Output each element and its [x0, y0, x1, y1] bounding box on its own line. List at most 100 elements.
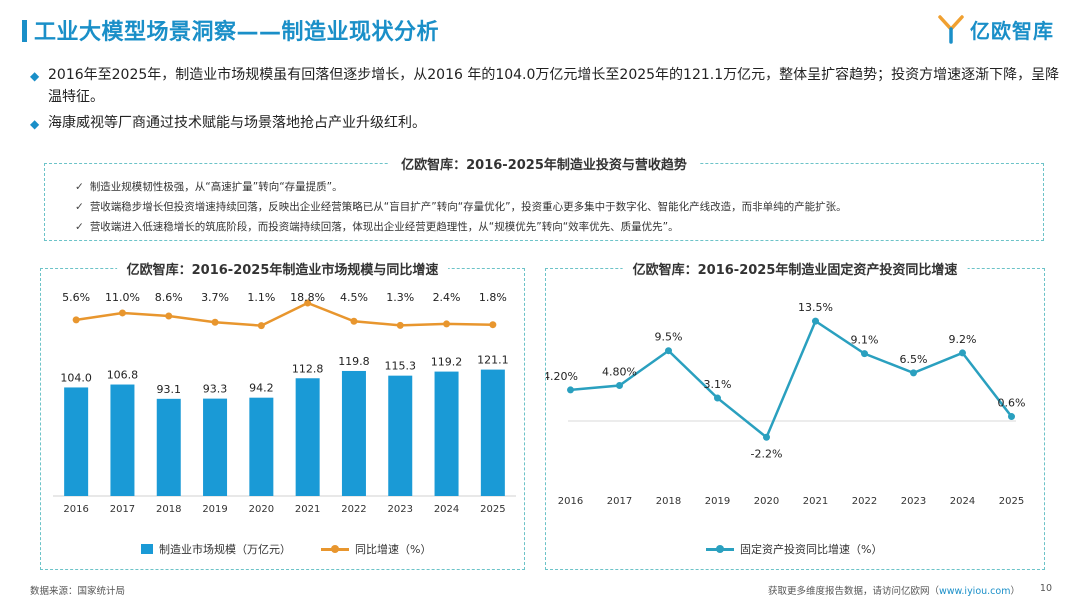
x-tick-label: 2021: [295, 504, 320, 515]
growth-rate-point: [396, 321, 404, 329]
insight-item-text: 制造业规模韧性极强，从“高速扩量”转向“存量提质”。: [89, 181, 343, 193]
growth-rate-point: [257, 322, 265, 330]
market-size-bar: [295, 378, 320, 496]
investment-growth-point: [1008, 413, 1015, 421]
check-icon: ✓: [75, 181, 84, 193]
insight-box: 亿欧智库：2016-2025年制造业投资与营收趋势 ✓ 制造业规模韧性极强，从“…: [44, 154, 1044, 241]
x-tick-label: 2024: [434, 504, 459, 515]
legend-line-label: 固定资产投资同比增速（%）: [740, 543, 883, 556]
market-size-bar-label: 104.0: [60, 371, 92, 384]
logo-icon: [938, 14, 964, 44]
market-size-chart: 104.0 2016 106.8 2017 93.1 2018 93.3 2019 94.2 20…: [53, 291, 516, 515]
x-tick-label: 2025: [999, 496, 1024, 507]
investment-growth-legend: 固定资产投资同比增速（%）: [706, 541, 882, 557]
investment-growth-chart-panel: 亿欧智库：2016-2025年制造业固定资产投资同比增速 4.20% 2016 4.…: [545, 259, 1045, 570]
investment-growth-point: [959, 349, 966, 357]
footer-note: 获取更多维度报告数据，请访问亿欧网（www.iyiou.com）: [768, 583, 1020, 597]
market-size-bar: [341, 370, 366, 496]
x-tick-label: 2019: [202, 504, 227, 515]
growth-rate-label: 4.5%: [340, 291, 368, 304]
x-tick-label: 2023: [388, 504, 413, 515]
investment-growth-label: 9.2%: [949, 333, 977, 346]
growth-rate-label: 11.0%: [105, 291, 140, 304]
investment-growth-chart: 4.20% 2016 4.80% 2017 9.5% 2018 3.1% 2019 -2.2% 2…: [546, 301, 1025, 507]
x-tick-label: 2017: [110, 504, 135, 515]
market-size-legend: 制造业市场规模（万亿元） 同比增速（%）: [141, 541, 431, 557]
growth-rate-point: [489, 321, 497, 329]
x-tick-label: 2017: [607, 496, 632, 507]
investment-growth-label: 9.5%: [655, 331, 683, 344]
market-size-bar-label: 119.8: [338, 355, 370, 368]
x-tick-label: 2018: [156, 504, 181, 515]
growth-rate-point: [165, 312, 173, 320]
growth-rate-label: 1.8%: [479, 291, 507, 304]
growth-rate-label: 5.6%: [62, 291, 90, 304]
legend-bar-swatch: [141, 544, 153, 554]
market-size-bar-label: 93.1: [157, 383, 182, 396]
x-tick-label: 2016: [63, 504, 88, 515]
growth-rate-point: [211, 318, 219, 326]
growth-rate-label: 2.4%: [433, 291, 461, 304]
investment-growth-label: 6.5%: [900, 353, 928, 366]
market-size-bar-label: 94.2: [249, 382, 274, 395]
x-tick-label: 2020: [249, 504, 274, 515]
investment-growth-label: -2.2%: [751, 447, 783, 460]
legend-line-label: 同比增速（%）: [355, 543, 432, 556]
market-size-bar-label: 121.1: [477, 354, 509, 367]
growth-rate-point: [443, 320, 451, 328]
market-size-bar: [64, 387, 89, 496]
investment-growth-label: 4.20%: [546, 370, 578, 383]
growth-rate-point: [350, 317, 358, 325]
market-size-bar: [480, 369, 505, 496]
x-tick-label: 2022: [341, 504, 366, 515]
market-size-bar: [249, 397, 274, 496]
summary-bullets: ◆ 2016年至2025年，制造业市场规模虽有回落但逐步增长，从2016 年的1…: [30, 64, 1060, 139]
page-number: 10: [1039, 583, 1052, 594]
investment-growth-point: [812, 317, 819, 325]
legend-bar-label: 制造业市场规模（万亿元）: [159, 543, 291, 556]
investment-growth-point: [665, 347, 672, 355]
growth-rate-point: [304, 299, 312, 307]
legend-line-swatch: [706, 544, 734, 553]
investment-growth-label: 9.1%: [851, 334, 879, 347]
diamond-bullet-icon: ◆: [30, 69, 40, 83]
x-tick-label: 2019: [705, 496, 730, 507]
data-source: 数据来源：国家统计局: [30, 586, 126, 597]
insight-item: ✓ 营收端稳步增长但投资增速持续回落，反映出企业经营策略已从“盲目扩产”转向“存…: [75, 197, 847, 217]
footer-link[interactable]: www.iyiou.com: [938, 586, 1011, 597]
x-tick-label: 2018: [656, 496, 681, 507]
footer-text: 获取更多维度报告数据，请访问亿欧网（: [767, 586, 939, 597]
legend-line-swatch: [321, 544, 349, 553]
insight-item-text: 营收端进入低速稳增长的筑底阶段，而投资端持续回落，体现出企业经营更趋理性，从“规…: [89, 221, 679, 233]
diamond-bullet-icon: ◆: [30, 117, 40, 131]
market-size-bar: [388, 375, 413, 496]
insight-list: ✓ 制造业规模韧性极强，从“高速扩量”转向“存量提质”。 ✓ 营收端稳步增长但投…: [75, 177, 847, 237]
x-tick-label: 2023: [901, 496, 926, 507]
investment-growth-label: 13.5%: [798, 301, 833, 314]
market-size-bar-label: 106.8: [107, 369, 139, 382]
growth-rate-label: 1.1%: [247, 291, 275, 304]
growth-rate-label: 18.8%: [290, 291, 325, 304]
investment-growth-point: [861, 350, 868, 358]
growth-rate-label: 8.6%: [155, 291, 183, 304]
insight-item-text: 营收端稳步增长但投资增速持续回落，反映出企业经营策略已从“盲目扩产”转向“存量优…: [89, 201, 847, 213]
investment-growth-point: [567, 386, 574, 394]
summary-bullet-text: 2016年至2025年，制造业市场规模虽有回落但逐步增长，从2016 年的104…: [48, 67, 1060, 105]
investment-growth-chart-title: 亿欧智库：2016-2025年制造业固定资产投资同比增速: [622, 259, 968, 278]
brand-logo: 亿欧智库: [938, 14, 1054, 44]
x-tick-label: 2024: [950, 496, 975, 507]
logo-text: 亿欧智库: [970, 18, 1054, 43]
growth-rate-point: [72, 316, 80, 324]
market-size-chart-title: 亿欧智库：2016-2025年制造业市场规模与同比增速: [116, 259, 449, 278]
growth-rate-label: 3.7%: [201, 291, 229, 304]
x-tick-label: 2021: [803, 496, 828, 507]
growth-rate-point: [118, 309, 126, 317]
investment-growth-point: [910, 369, 917, 377]
market-size-bar-label: 93.3: [203, 383, 228, 396]
x-tick-label: 2020: [754, 496, 779, 507]
market-size-bar: [110, 384, 135, 496]
investment-growth-point: [714, 394, 721, 402]
insight-item: ✓ 制造业规模韧性极强，从“高速扩量”转向“存量提质”。: [75, 177, 847, 197]
investment-growth-label: 3.1%: [704, 378, 732, 391]
title-accent-bar: [22, 20, 27, 42]
